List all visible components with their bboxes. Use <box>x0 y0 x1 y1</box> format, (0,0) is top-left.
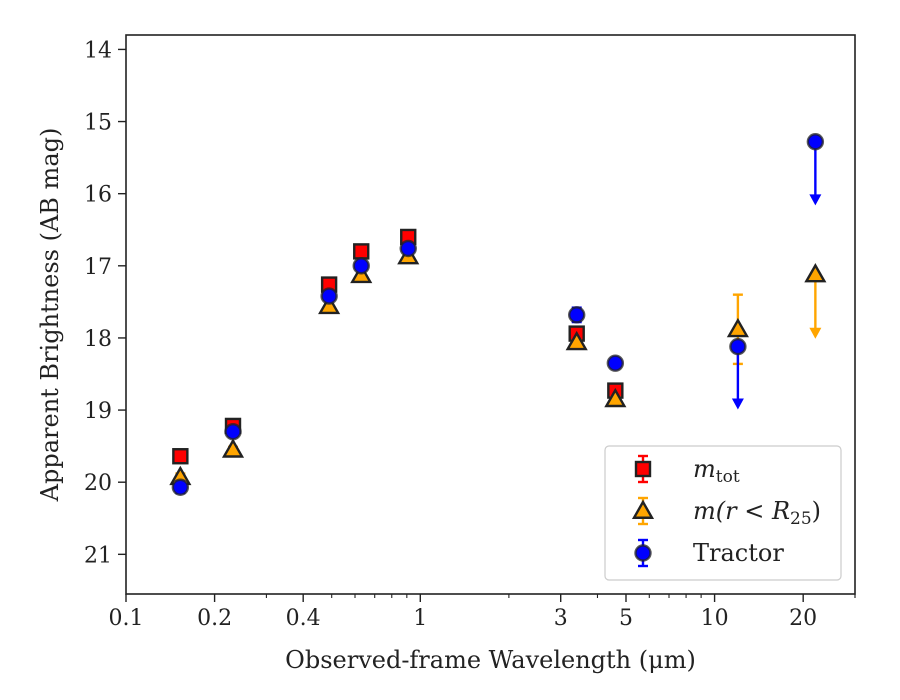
data-point <box>172 448 189 465</box>
circle-marker <box>171 478 190 496</box>
legend-entry: mtot <box>634 454 740 487</box>
data-point <box>400 228 417 246</box>
upper-limit-arrow-head <box>809 194 822 206</box>
circle-marker <box>806 133 825 151</box>
legend-entry: Tractor <box>634 538 784 568</box>
legend-label: mtot <box>693 455 740 487</box>
data-point <box>224 423 242 441</box>
circle-marker <box>224 423 242 441</box>
circle-marker <box>352 257 370 275</box>
y-tick-label: 14 <box>84 38 112 63</box>
data-point <box>320 276 338 293</box>
circle-marker <box>399 239 417 258</box>
circle-marker <box>729 337 747 356</box>
triangle-marker <box>804 263 827 283</box>
triangle-marker <box>604 387 627 408</box>
x-tick-label: 1 <box>413 606 427 631</box>
x-axis-label: Observed-frame Wavelength (μm) <box>285 646 696 674</box>
legend-triangle-marker <box>631 499 655 519</box>
legend-circle-marker <box>634 544 652 562</box>
x-tick-label: 20 <box>789 606 817 631</box>
data-point <box>320 287 338 305</box>
plot-frame <box>125 34 856 595</box>
y-tick-label: 20 <box>84 471 112 496</box>
data-point <box>353 243 370 260</box>
legend-label: m(r < R25) <box>693 497 821 529</box>
y-tick-label: 19 <box>84 399 112 424</box>
data-point <box>171 478 190 496</box>
triangle-marker <box>318 294 341 315</box>
x-axis: 0.1 0.2 0.4 1 3 5 10 20 <box>109 594 856 631</box>
circle-marker <box>568 306 586 324</box>
data-point <box>806 133 825 206</box>
data-point <box>565 330 588 351</box>
x-tick-label: 5 <box>619 606 633 631</box>
legend: mtot m(r < R25) Tractor <box>604 445 842 581</box>
square-marker <box>353 243 370 260</box>
x-tick-label: 10 <box>701 606 729 631</box>
data-point <box>221 438 245 458</box>
y-tick-label: 15 <box>84 111 112 136</box>
x-tick-label: 3 <box>554 606 568 631</box>
data-point <box>804 263 827 339</box>
legend-frame <box>604 445 842 581</box>
upper-limit-arrow-head <box>809 327 822 339</box>
data-point <box>399 239 417 258</box>
series-tractor <box>171 133 825 496</box>
data-point <box>729 337 747 410</box>
y-tick-label: 21 <box>84 543 112 568</box>
y-axis: 14 15 16 17 18 19 20 21 <box>84 38 126 568</box>
square-marker <box>172 448 189 465</box>
plot-content <box>169 133 827 496</box>
legend-label: Tractor <box>693 539 784 567</box>
x-tick-label: 0.4 <box>286 606 321 631</box>
data-point <box>352 257 370 275</box>
triangle-marker <box>565 330 588 351</box>
circle-marker <box>320 287 338 305</box>
upper-limit-arrow-head <box>731 398 744 410</box>
triangle-marker <box>726 317 749 338</box>
y-axis-label: Apparent Brightness (AB mag) <box>36 128 64 503</box>
data-point <box>604 387 627 408</box>
data-point <box>606 354 625 372</box>
y-tick-label: 16 <box>84 183 112 208</box>
x-tick-label: 0.1 <box>109 606 144 631</box>
y-tick-label: 17 <box>84 255 112 280</box>
legend-square-marker <box>634 460 652 478</box>
data-point <box>568 306 586 324</box>
legend-entry: m(r < R25) <box>631 496 821 529</box>
x-tick-label: 0.2 <box>197 606 232 631</box>
circle-marker <box>606 354 625 372</box>
triangle-marker <box>221 438 245 458</box>
y-tick-label: 18 <box>84 327 112 352</box>
